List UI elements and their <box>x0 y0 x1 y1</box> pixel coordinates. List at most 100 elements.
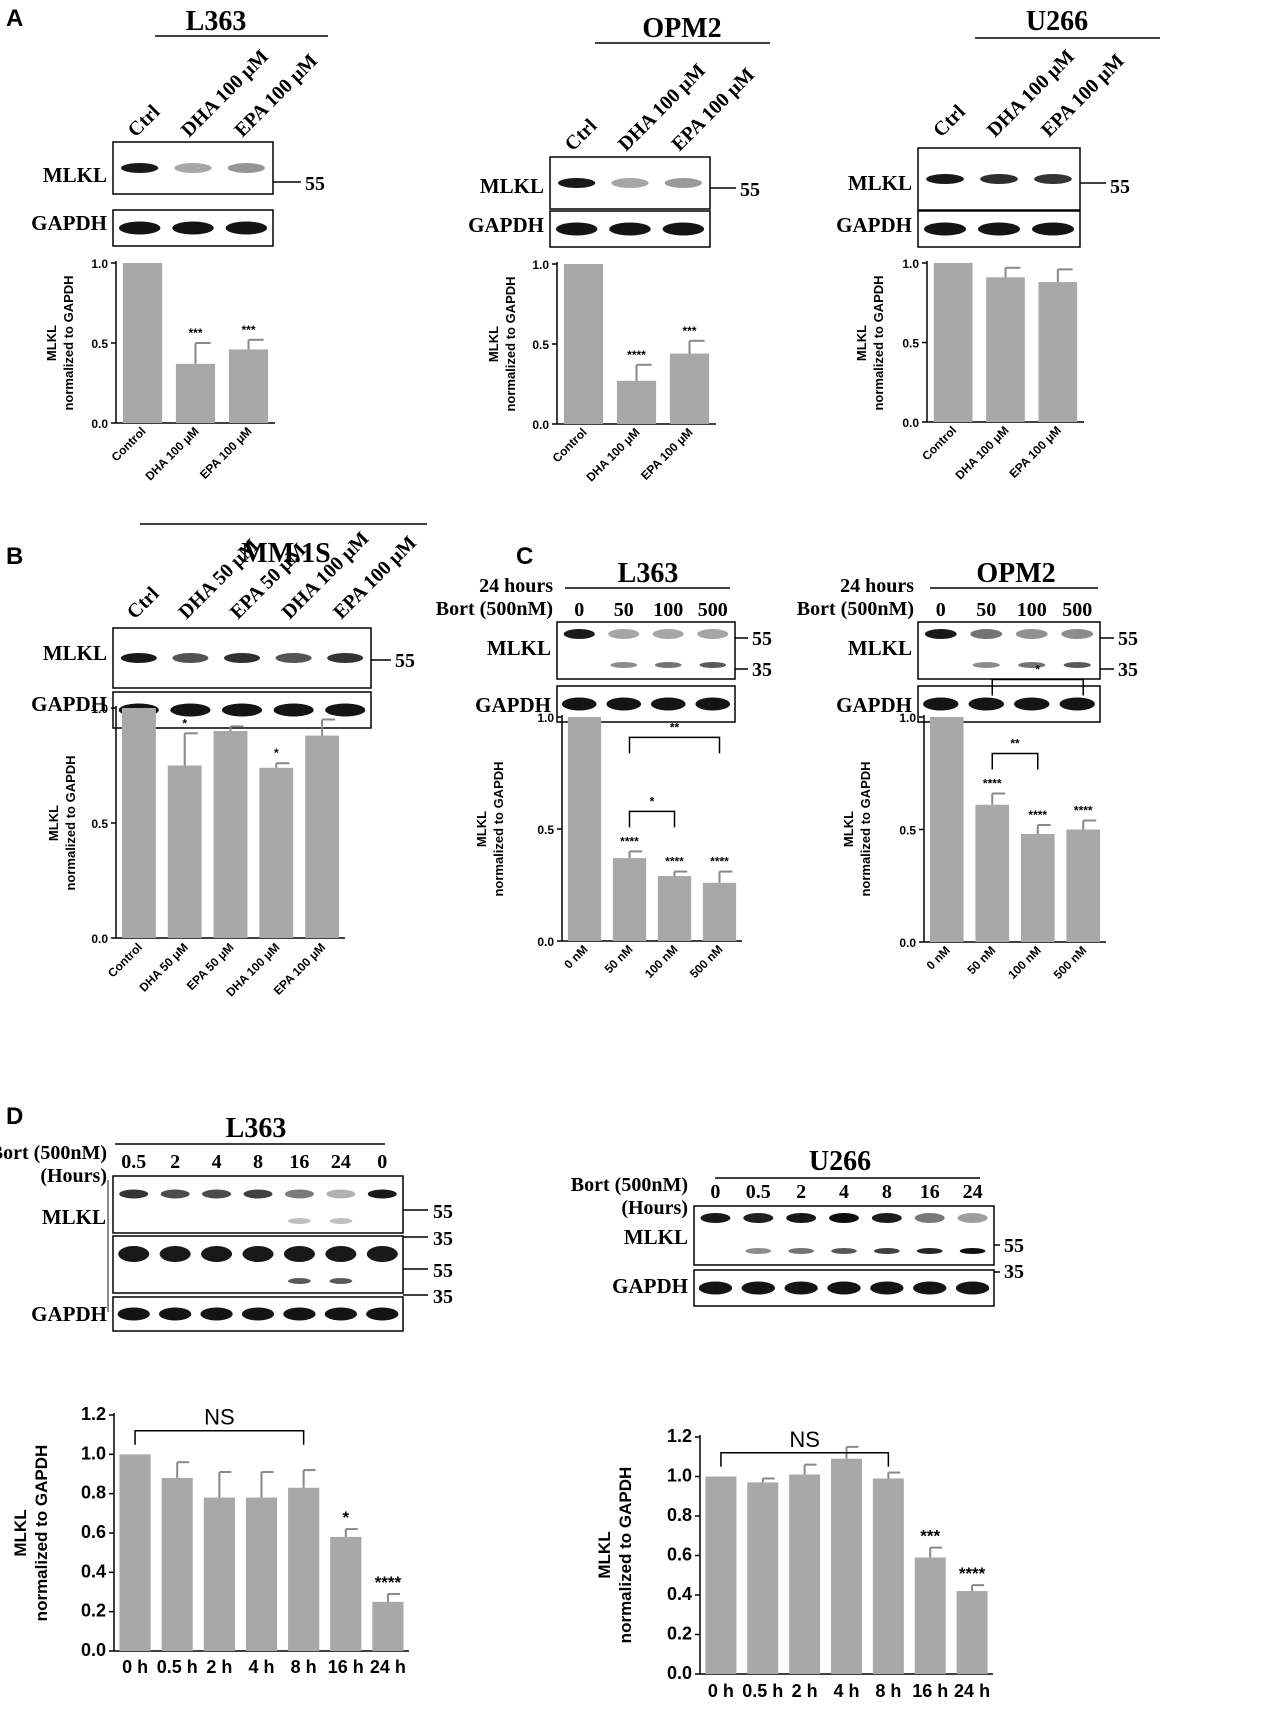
bar <box>563 264 604 424</box>
y-axis-label: MLKL normalized to GAPDH <box>841 761 873 896</box>
mlkl-band <box>829 1213 859 1223</box>
y-axis-label-line: MLKL <box>11 1509 30 1556</box>
cleaved-mlkl-band <box>610 662 638 668</box>
bar <box>121 708 156 938</box>
ns-bracket <box>134 1429 305 1445</box>
gapdh-band <box>913 1281 947 1295</box>
gapdh-band <box>561 697 597 711</box>
panel-letter-a: A <box>6 5 23 32</box>
significance-mark: **** <box>710 855 729 869</box>
lane-label: 16 <box>289 1151 309 1173</box>
y-tick-label: 0.5 <box>532 338 549 352</box>
bar <box>789 1474 821 1674</box>
gapdh-band <box>172 221 214 235</box>
lane-label: 2 <box>796 1181 806 1203</box>
ns-label: NS <box>789 1427 820 1452</box>
bar <box>161 1477 193 1651</box>
mlkl-band <box>611 178 649 188</box>
mlkl-band <box>700 1213 731 1223</box>
x-tick-label: 0 nM <box>924 943 953 972</box>
y-tick-label: 0.6 <box>667 1545 692 1565</box>
gapdh-row-label: GAPDH <box>836 693 912 717</box>
y-tick-label: 0.0 <box>537 935 554 949</box>
y-axis-label-line: normalized to GAPDH <box>32 1445 51 1622</box>
gapdh-band <box>695 697 731 711</box>
gapdh-row-label: GAPDH <box>31 1302 107 1326</box>
y-tick-label: 0.5 <box>899 824 916 838</box>
lane-label: 4 <box>212 1151 222 1173</box>
x-tick-label: EPA 100 μM <box>1006 423 1064 481</box>
significance-mark: **** <box>1074 804 1093 818</box>
blot-annotation: 24 hours <box>479 575 553 597</box>
bar <box>305 735 340 938</box>
gapdh-row-label: GAPDH <box>31 211 107 235</box>
mw-marker: 35 <box>433 1228 453 1250</box>
comparison-bracket <box>991 752 1039 770</box>
lane-label: 0 <box>710 1181 720 1203</box>
gapdh-band <box>273 703 314 717</box>
cleaved-mlkl-band <box>329 1218 353 1224</box>
x-tick-label: 100 nM <box>642 942 681 981</box>
comparison-label: ** <box>670 720 680 734</box>
gapdh-band <box>555 222 598 236</box>
cell-title: L363 <box>186 6 247 37</box>
y-tick-label: 0.5 <box>91 817 108 831</box>
gapdh-band <box>325 703 366 717</box>
cell-title: MM.1S <box>241 538 330 569</box>
y-axis-label-line: normalized to GAPDH <box>858 761 873 896</box>
mw-marker: 55 <box>1004 1235 1024 1257</box>
mlkl-band-strong <box>242 1246 274 1262</box>
bar <box>245 1497 278 1651</box>
x-tick-label: Control <box>109 424 149 464</box>
x-tick-label: 2 h <box>206 1657 232 1677</box>
significance-mark: **** <box>627 348 646 362</box>
y-tick-label: 0.2 <box>667 1624 692 1644</box>
cleaved-mlkl-band <box>745 1248 772 1254</box>
gapdh-band <box>117 1307 150 1321</box>
mlkl-row-label: MLKL <box>848 636 912 660</box>
panel-letter-b: B <box>6 543 23 570</box>
y-axis-label: MLKL normalized to GAPDH <box>486 276 518 411</box>
mlkl-blot-long-exposure <box>112 1235 404 1294</box>
y-tick-label: 1.0 <box>91 257 108 271</box>
bar <box>1066 829 1101 942</box>
y-tick-label: 0.0 <box>91 932 108 946</box>
mw-marker: 55 <box>1110 176 1130 198</box>
mlkl-row-label: MLKL <box>43 641 107 665</box>
mlkl-band <box>120 653 157 663</box>
bar <box>119 1454 151 1651</box>
bar <box>612 858 647 941</box>
lane-label: 8 <box>882 1181 892 1203</box>
cleaved-mlkl-band <box>1018 662 1046 668</box>
mlkl-band-strong <box>201 1246 233 1262</box>
y-axis-label-line: normalized to GAPDH <box>871 275 886 410</box>
y-tick-label: 1.0 <box>532 258 549 272</box>
x-tick-label: Control <box>919 423 959 463</box>
lane-label: 500 <box>1062 599 1092 621</box>
ns-bracket <box>720 1452 890 1467</box>
significance-mark: **** <box>375 1573 402 1592</box>
cell-title: OPM2 <box>642 13 721 44</box>
x-tick-label: 2 h <box>792 1681 818 1701</box>
x-tick-label: 24 h <box>954 1681 990 1701</box>
cell-title: U266 <box>1026 6 1088 37</box>
blot-annotation: (Hours) <box>40 1165 107 1187</box>
y-axis-label: MLKL normalized to GAPDH <box>44 275 76 410</box>
y-tick-label: 0.6 <box>81 1522 106 1542</box>
bar <box>288 1487 320 1651</box>
y-tick-label: 0.0 <box>902 416 919 430</box>
comparison-bracket <box>628 736 721 754</box>
bar <box>1020 834 1055 942</box>
gapdh-band <box>1031 222 1075 236</box>
gapdh-band <box>650 697 686 711</box>
gapdh-band <box>1059 697 1095 711</box>
cleaved-mlkl-band <box>1063 662 1091 668</box>
y-tick-label: 0.5 <box>91 337 108 351</box>
mlkl-band <box>970 629 1003 639</box>
mlkl-band-strong <box>366 1246 398 1262</box>
x-tick-label: DHA 100 μM <box>953 423 1012 482</box>
mlkl-row-label: MLKL <box>487 636 551 660</box>
